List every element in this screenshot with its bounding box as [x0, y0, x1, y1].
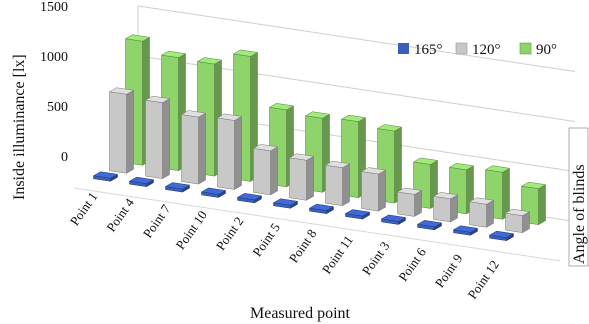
category-label-point-5: Point 5 [249, 220, 283, 259]
legend-swatch-120 [455, 42, 468, 55]
bar-165deg-point-7 [164, 182, 191, 193]
category-label-point-6: Point 6 [395, 245, 429, 284]
bar-90deg-point-9 [484, 165, 511, 220]
y-tick-label: 0 [61, 150, 68, 165]
category-label-point-11: Point 11 [319, 233, 356, 277]
bar-120deg-point-8 [324, 160, 351, 207]
legend-label-120: 120° [472, 42, 501, 58]
category-label-point-7: Point 7 [140, 201, 174, 240]
bar-120deg-point-9 [468, 197, 495, 228]
category-label-point-2: Point 2 [213, 214, 247, 253]
floor-edge [73, 187, 561, 262]
bar-120deg-point-12 [504, 208, 531, 234]
bar-165deg-point-8 [308, 203, 335, 215]
bar-120deg-point-7 [180, 110, 207, 185]
bar-120deg-point-5 [288, 153, 315, 201]
y-tick-label: 1500 [40, 0, 68, 15]
bar-165deg-point-3 [380, 214, 407, 225]
y-axis-title: Inside illuminance [lx] [11, 54, 28, 200]
bars [92, 34, 547, 242]
bar-165deg-point-5 [272, 198, 299, 209]
category-label-point-10: Point 10 [173, 208, 210, 252]
bar-165deg-point-10 [200, 187, 227, 198]
y-tick-label: 500 [47, 100, 68, 115]
legend-label-165: 165° [414, 42, 443, 58]
bar-165deg-point-4 [128, 176, 155, 188]
bar-120deg-point-2 [252, 144, 279, 196]
category-label-point-4: Point 4 [103, 195, 137, 234]
bar-165deg-point-9 [452, 225, 479, 236]
bar-120deg-point-3 [396, 187, 423, 217]
z-axis-title: Angle of blinds [571, 164, 588, 264]
legend-swatch-90 [519, 42, 532, 55]
bar-120deg-point-6 [432, 192, 459, 223]
bar-165deg-point-1 [92, 171, 119, 182]
category-label-point-9: Point 9 [432, 251, 466, 290]
z-axis-title-box [568, 127, 589, 267]
category-label-point-1: Point 1 [67, 189, 101, 228]
bar-165deg-point-11 [344, 209, 371, 220]
bar-120deg-point-1 [108, 87, 135, 174]
category-label-point-3: Point 3 [359, 239, 393, 278]
legend-swatch-165 [398, 43, 409, 54]
bar-165deg-point-2 [236, 193, 263, 204]
grid-line [137, 5, 576, 73]
bar-120deg-point-10 [216, 113, 243, 190]
bar-120deg-point-11 [360, 167, 387, 212]
x-axis-title: Measured point [250, 305, 351, 322]
y-tick-label: 1000 [40, 50, 68, 65]
category-label-point-8: Point 8 [286, 226, 320, 265]
bar-120deg-point-4 [144, 95, 171, 180]
legend-label-90: 90° [536, 42, 557, 58]
category-label-point-12: Point 12 [465, 257, 502, 301]
y-tick-labels: 0 500 1000 1500 [40, 0, 68, 165]
bar-165deg-point-12 [488, 230, 515, 242]
legend: 165° 120° 90° [398, 42, 557, 58]
bar-165deg-point-6 [416, 220, 443, 231]
